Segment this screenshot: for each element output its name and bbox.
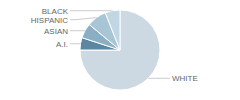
slice-label: WHITE	[172, 74, 198, 83]
slice-label: ASIAN	[44, 27, 68, 36]
labels: WHITE A.I. ASIAN HISPANICBLACK	[31, 7, 198, 84]
pie-slice	[105, 10, 120, 50]
leader-line	[148, 78, 170, 79]
slice-label: A.I.	[56, 40, 68, 49]
slice-label: BLACK	[42, 7, 69, 16]
leader-line	[70, 18, 96, 20]
leader-line	[70, 30, 85, 31]
slice-label: HISPANIC	[31, 16, 68, 25]
pie	[80, 10, 160, 90]
leader-line	[70, 43, 80, 44]
chart: WHITE A.I. ASIAN HISPANICBLACK	[0, 0, 240, 100]
pie-slice	[80, 10, 160, 90]
leader-line	[70, 10, 113, 11]
